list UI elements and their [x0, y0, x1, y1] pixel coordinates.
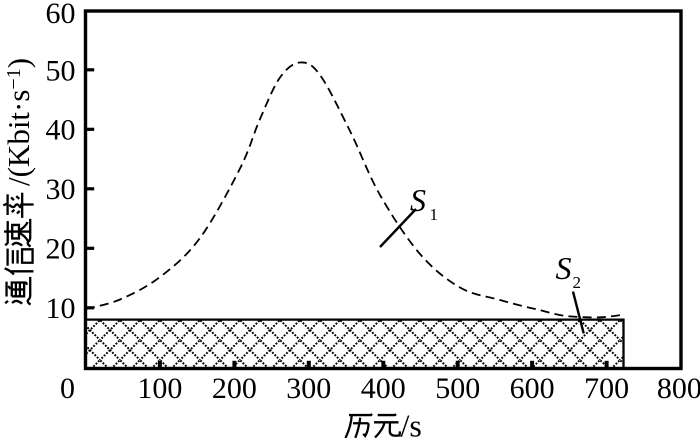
svg-text:500: 500	[435, 372, 480, 405]
svg-text:10: 10	[46, 292, 76, 325]
svg-text:300: 300	[286, 372, 331, 405]
svg-text:2: 2	[573, 273, 582, 292]
svg-text:20: 20	[46, 233, 76, 266]
svg-text:30: 30	[46, 173, 76, 206]
svg-text:60: 60	[46, 0, 76, 30]
svg-text:S: S	[410, 182, 426, 218]
svg-text:40: 40	[46, 114, 76, 147]
svg-text:600: 600	[510, 372, 555, 405]
svg-text:0: 0	[60, 372, 75, 405]
svg-text:200: 200	[212, 372, 257, 405]
svg-text:50: 50	[46, 55, 76, 88]
svg-text:/s: /s	[401, 408, 422, 438]
svg-text:S: S	[556, 250, 572, 286]
svg-text:800: 800	[657, 372, 700, 405]
svg-text:400: 400	[361, 372, 406, 405]
svg-text:1: 1	[430, 205, 439, 224]
svg-text:100: 100	[137, 372, 182, 405]
svg-text:700: 700	[584, 372, 629, 405]
